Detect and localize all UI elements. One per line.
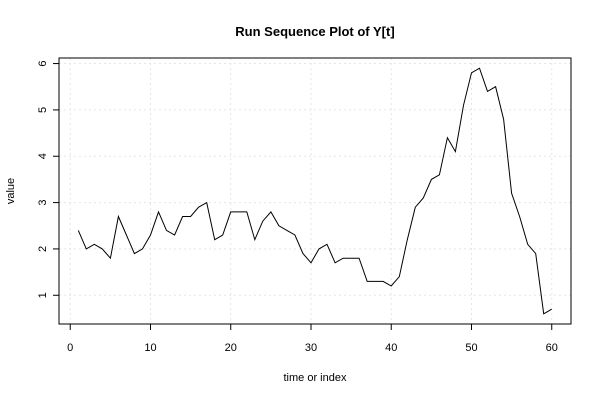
x-tick-label: 40: [385, 342, 397, 354]
y-tick-label: 6: [37, 60, 49, 66]
x-tick-label: 30: [305, 342, 317, 354]
series-line: [77, 67, 552, 315]
x-tick-label: 20: [225, 342, 237, 354]
x-tick-label: 50: [465, 342, 477, 354]
y-tick-label: 2: [37, 246, 49, 252]
x-tick-label: 60: [546, 342, 558, 354]
y-axis: 1 2 3 4 5 6: [37, 60, 59, 298]
y-tick-label: 4: [37, 153, 49, 159]
y-axis-label: value: [5, 178, 17, 204]
grid-lines: [59, 58, 571, 324]
y-tick-label: 5: [37, 107, 49, 113]
y-tick-label: 3: [37, 200, 49, 206]
x-axis: 0 10 20 30 40 50 60: [67, 324, 558, 354]
y-tick-label: 1: [37, 292, 49, 298]
x-axis-label: time or index: [284, 372, 347, 384]
plot-frame: [58, 57, 572, 325]
chart-title: Run Sequence Plot of Y[t]: [235, 24, 394, 39]
x-tick-label: 0: [67, 342, 73, 354]
x-tick-label: 10: [144, 342, 156, 354]
